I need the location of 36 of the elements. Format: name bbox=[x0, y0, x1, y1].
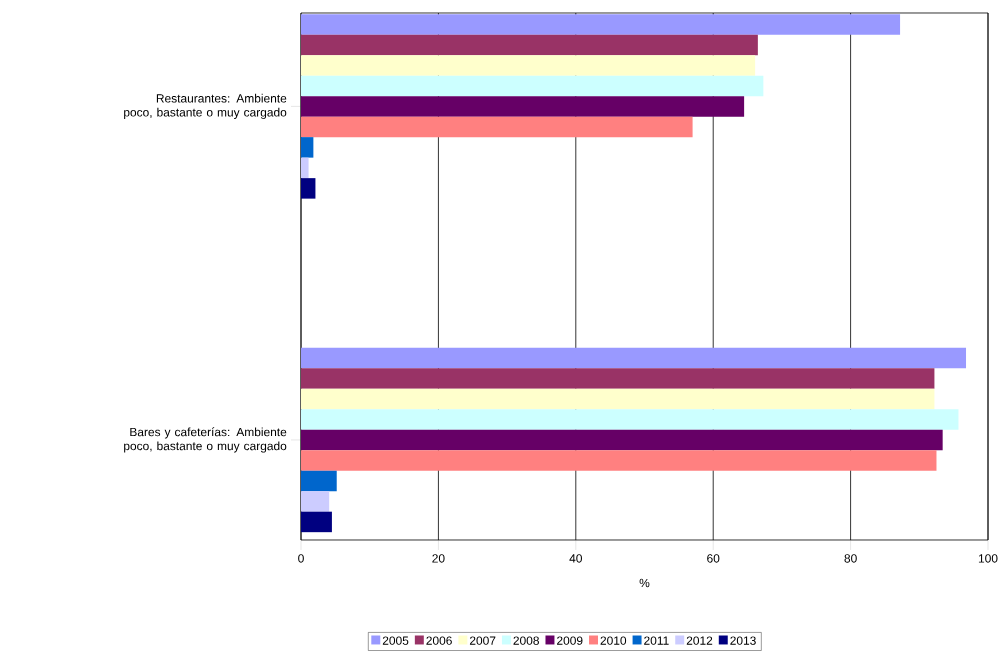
legend-label: 2006 bbox=[426, 636, 452, 645]
bar bbox=[301, 450, 937, 471]
x-tick-label: 60 bbox=[707, 554, 720, 563]
bar bbox=[301, 368, 935, 389]
x-tick-label: 100 bbox=[978, 554, 998, 563]
bar bbox=[301, 409, 959, 430]
legend-label: 2013 bbox=[730, 636, 756, 645]
bar bbox=[301, 137, 314, 158]
bar bbox=[301, 14, 901, 35]
x-tick-label: 0 bbox=[298, 554, 304, 563]
bar bbox=[301, 75, 764, 97]
bar bbox=[301, 96, 745, 117]
bar bbox=[301, 55, 756, 76]
bar bbox=[301, 429, 943, 451]
bar bbox=[301, 388, 935, 410]
bar bbox=[301, 178, 316, 199]
x-tick-label: 80 bbox=[844, 554, 857, 563]
x-axis-title: % bbox=[639, 578, 650, 588]
legend-label: 2009 bbox=[557, 636, 583, 645]
legend-label: 2007 bbox=[469, 636, 496, 645]
legend-label: 2005 bbox=[382, 636, 409, 645]
bar bbox=[301, 116, 693, 138]
y-tick-label: Restaurantes: Ambiente poco, bastante o muy cargado bbox=[124, 93, 287, 119]
y-tick-label: Bares y cafeterías: Ambiente poco, bastante o muy cargado bbox=[124, 427, 287, 453]
bar bbox=[301, 157, 309, 179]
x-tick-label: 40 bbox=[569, 554, 582, 563]
legend-label: 2011 bbox=[644, 636, 669, 645]
x-tick-label: 20 bbox=[432, 554, 445, 563]
bar bbox=[301, 491, 330, 512]
bar bbox=[301, 34, 758, 56]
bar bbox=[301, 470, 337, 492]
legend-label: 2008 bbox=[513, 636, 539, 645]
legend-label: 2010 bbox=[600, 636, 627, 645]
legend-label: 2012 bbox=[686, 636, 713, 645]
bar bbox=[301, 347, 967, 369]
bar bbox=[301, 511, 332, 533]
